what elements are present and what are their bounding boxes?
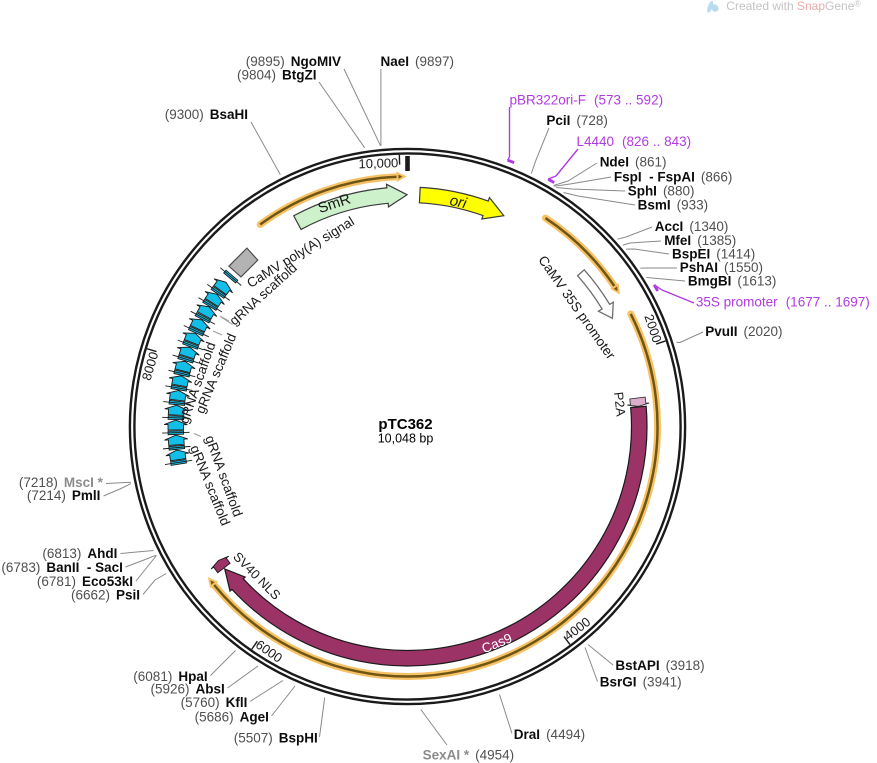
- svg-text:pTC362: pTC362: [378, 416, 432, 433]
- svg-text:(6662)PsiI: (6662) PsiI: [71, 588, 140, 603]
- svg-text:P2A: P2A: [611, 391, 629, 417]
- svg-text:(7214)PmlI: (7214) PmlI: [27, 488, 101, 503]
- svg-text:PshAI(1550): PshAI (1550): [680, 260, 763, 275]
- svg-text:PvuII(2020): PvuII (2020): [705, 324, 782, 339]
- svg-text:(6783)BanII - SacI: (6783) BanII - SacI: [1, 560, 123, 575]
- svg-text:(6813)AhdI: (6813) AhdI: [42, 546, 117, 561]
- svg-text:BsrGI(3941): BsrGI (3941): [600, 675, 682, 690]
- svg-text:SexAI *(4954): SexAI * (4954): [423, 748, 515, 763]
- svg-text:AccI(1340): AccI (1340): [655, 219, 729, 234]
- svg-text:(6781)Eco53kI: (6781) Eco53kI: [37, 574, 133, 589]
- svg-text:NaeI(9897): NaeI (9897): [381, 54, 455, 69]
- svg-text:ori: ori: [448, 192, 469, 212]
- svg-text:BsmI(933): BsmI (933): [638, 198, 709, 213]
- svg-text:SphI(880): SphI (880): [628, 184, 695, 199]
- svg-text:(6081)HpaI: (6081) HpaI: [133, 669, 207, 684]
- svg-text:Created with SnapGene®: Created with SnapGene®: [726, 0, 861, 13]
- svg-text:10,048 bp: 10,048 bp: [378, 432, 434, 446]
- svg-text:L4440(826 .. 843): L4440 (826 .. 843): [577, 134, 692, 149]
- svg-text:(5926)AbsI: (5926) AbsI: [151, 681, 225, 696]
- svg-text:BstAPI(3918): BstAPI (3918): [615, 658, 704, 673]
- svg-text:(5760)KflI: (5760) KflI: [181, 695, 248, 710]
- svg-text:BmgBI(1613): BmgBI (1613): [688, 274, 777, 289]
- svg-text:(5686)AgeI: (5686) AgeI: [195, 710, 269, 725]
- svg-text:MfeI(1385): MfeI (1385): [664, 233, 736, 248]
- svg-text:BspEI(1414): BspEI (1414): [672, 246, 755, 261]
- svg-text:(9895)NgoMIV: (9895) NgoMIV: [246, 54, 341, 69]
- svg-text:10,000: 10,000: [358, 155, 398, 171]
- svg-text:NdeI(861): NdeI (861): [600, 155, 667, 170]
- svg-text:PciI(728): PciI (728): [546, 113, 608, 128]
- svg-text:FspI - FspAI(866): FspI - FspAI (866): [614, 169, 733, 184]
- svg-text:DraI(4494): DraI (4494): [514, 727, 585, 742]
